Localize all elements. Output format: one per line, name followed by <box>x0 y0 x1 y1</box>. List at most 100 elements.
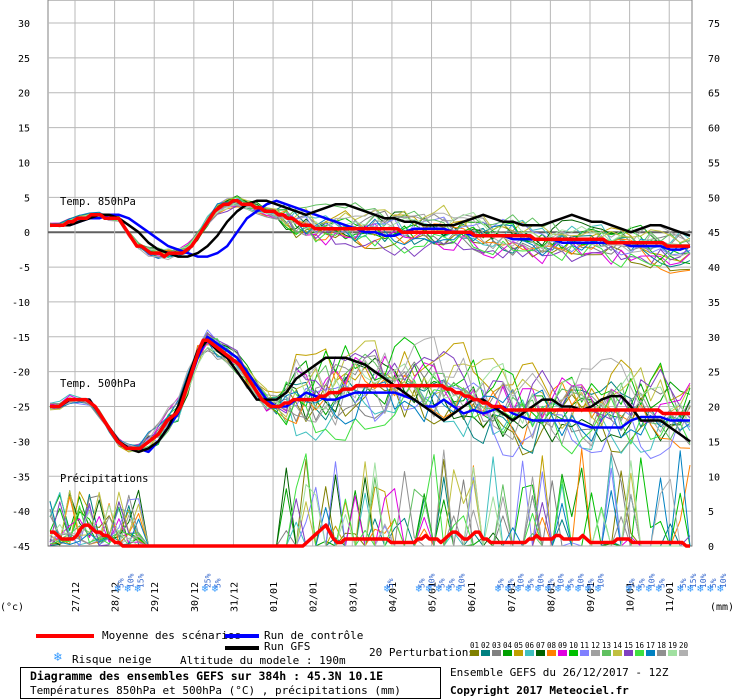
x-tick-date: 05/01 <box>428 582 439 612</box>
y-tick-right: 25 <box>708 368 720 379</box>
snow-risk-pct: 5% <box>657 578 666 588</box>
y-tick-left: 20 <box>18 89 30 100</box>
x-tick-date: 07/01 <box>507 582 518 612</box>
x-tick-date: 28/12 <box>111 582 122 612</box>
member-t500-10 <box>49 337 691 450</box>
pert-number: 19 <box>668 641 678 650</box>
x-tick-date: 06/01 <box>467 582 478 612</box>
snow-risk-pct: 10% <box>597 573 606 588</box>
y-tick-right: 70 <box>708 54 720 65</box>
snow-risk-pct: 5% <box>679 578 688 588</box>
x-tick-date: 29/12 <box>150 582 161 612</box>
snow-risk-pct: 5% <box>417 578 426 588</box>
snow-risk-pct: 25% <box>204 573 213 588</box>
member-t500-11 <box>49 329 691 459</box>
chart-subtitle: Températures 850hPa et 500hPa (°C) , pré… <box>30 684 401 697</box>
x-tick-date: 01/01 <box>269 582 280 612</box>
snowflake-icon: ❄ <box>707 582 714 595</box>
member-t500-18 <box>50 347 691 450</box>
snowflake-icon: ❄ <box>635 582 642 595</box>
pert-swatch-10 <box>569 650 578 656</box>
run-label: Ensemble GEFS du 26/12/2017 - 12Z <box>450 666 669 679</box>
pert-number: 03 <box>492 641 502 650</box>
y-tick-right: 35 <box>708 298 720 309</box>
panel-label-t850: Temp. 850hPa <box>60 196 136 208</box>
pert-number: 07 <box>536 641 546 650</box>
y-tick-left: 10 <box>18 158 30 169</box>
chart-grid <box>47 0 693 547</box>
snowflake-icon: ❄ <box>655 582 662 595</box>
info-box: Diagramme des ensembles GEFS sur 384h : … <box>20 667 441 699</box>
snowflake-icon: ❄ <box>445 582 452 595</box>
snow-risk-pct: 10% <box>427 573 436 588</box>
x-tick-date: 09/01 <box>586 582 597 612</box>
pert-number: 01 <box>470 641 480 650</box>
main-series <box>50 199 691 548</box>
pert-swatch-15 <box>624 650 633 656</box>
x-tick-date: 02/01 <box>309 582 320 612</box>
y-tick-right: 5 <box>708 507 714 518</box>
pert-swatch-11 <box>580 650 589 656</box>
snowflake-icon: ❄ <box>505 582 512 595</box>
snowflake-icon: ❄ <box>717 582 724 595</box>
y-tick-left: -40 <box>12 507 30 518</box>
y-tick-left: 5 <box>24 193 30 204</box>
pert-swatch-06 <box>525 650 534 656</box>
t850-mean-line <box>50 199 690 259</box>
snow-risk-pct: 5% <box>527 578 536 588</box>
left-y-axis: 30 25 20 15 10 5 0 -5 -10 -15 -20 -25 -30 -35 -40 -45 <box>12 19 30 553</box>
snow-risk-pct: 10% <box>457 573 466 588</box>
y-tick-right: 45 <box>708 228 720 239</box>
pert-number: 13 <box>602 641 612 650</box>
snowflake-icon: ❄ <box>585 582 592 595</box>
snowflake-icon: ❄ <box>687 582 694 595</box>
pert-swatch-20 <box>679 650 688 656</box>
y-tick-right: 50 <box>708 193 720 204</box>
x-tick-date: 30/12 <box>190 582 201 612</box>
snowflake-icon: ❄ <box>455 582 462 595</box>
pert-swatch-18 <box>657 650 666 656</box>
snowflake-icon: ❄ <box>435 582 442 595</box>
y-tick-right: 0 <box>708 542 714 553</box>
pert-number: 10 <box>569 641 579 650</box>
pert-number: 17 <box>646 641 656 650</box>
snow-risk-pct: 10% <box>719 573 728 588</box>
perturbations-label: 20 Perturbations <box>369 646 475 659</box>
pert-swatch-02 <box>481 650 490 656</box>
snowflake-icon: ❄ <box>384 582 391 595</box>
pert-number: 20 <box>679 641 689 650</box>
snow-risk-pct: 10% <box>647 573 656 588</box>
y-tick-right: 55 <box>708 158 720 169</box>
copyright-label: Copyright 2017 Meteociel.fr <box>450 684 629 697</box>
y-tick-right: 10 <box>708 472 720 483</box>
x-tick-date: 27/12 <box>71 582 82 612</box>
pert-swatch-17 <box>646 650 655 656</box>
y-tick-left: 0 <box>24 228 30 239</box>
snow-risk-pct: 5% <box>116 578 125 588</box>
pert-number: 04 <box>503 641 513 650</box>
snow-risk-pct: 5% <box>547 578 556 588</box>
snow-risk-pct: 5% <box>447 578 456 588</box>
snow-risk-pct: 10% <box>699 573 708 588</box>
y-tick-left: -45 <box>12 542 30 553</box>
snow-risk-pct: 10% <box>537 573 546 588</box>
member-t850-17 <box>49 201 691 259</box>
snow-risk-pct: 15% <box>136 573 145 588</box>
snow-risk-pct: 5% <box>567 578 576 588</box>
chart-title: Diagramme des ensembles GEFS sur 384h : … <box>30 669 384 683</box>
snowflake-icon: ❄ <box>575 582 582 595</box>
t500-mean-line <box>50 338 690 451</box>
snowflake-icon: ❄ <box>625 582 632 595</box>
t850-control-line <box>50 199 691 258</box>
pert-number: 18 <box>657 641 667 650</box>
snowflake-icon: ❄ <box>202 582 209 595</box>
legend-gfs-label: Run GFS <box>264 640 311 653</box>
altitude-label: Altitude du modele : 190m <box>180 654 346 667</box>
y-tick-left: 25 <box>18 54 30 65</box>
pert-number: 12 <box>591 641 601 650</box>
pert-number: 15 <box>624 641 634 650</box>
member-t500-03 <box>49 350 691 447</box>
x-tick-date: 08/01 <box>546 582 557 612</box>
y-tick-left: -15 <box>12 333 30 344</box>
